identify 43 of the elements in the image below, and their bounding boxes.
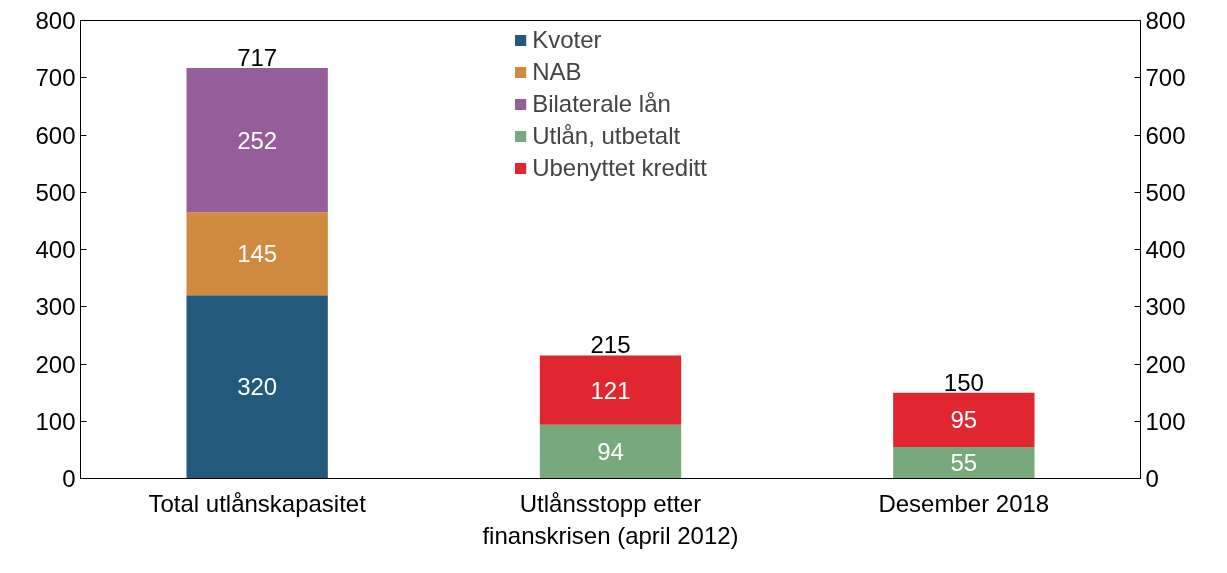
y2-tick-label: 100	[1145, 407, 1186, 435]
legend-label: NAB	[532, 58, 582, 86]
bar	[893, 392, 1035, 448]
data-label: 252	[237, 126, 278, 154]
y-tick-label: 800	[35, 7, 76, 34]
total-label: 717	[237, 44, 278, 72]
bar	[186, 212, 328, 296]
data-label: 145	[237, 240, 278, 268]
bar	[539, 355, 682, 425]
legend-label: Bilaterale lån	[532, 90, 671, 118]
y-tick-label: 100	[35, 407, 76, 435]
y2-tick-label: 300	[1145, 293, 1186, 321]
data-label: 320	[237, 373, 278, 401]
bar	[186, 295, 328, 479]
legend-label: Utlån, utbetalt	[532, 122, 681, 150]
y-tick-label: 600	[35, 121, 76, 149]
y2-tick-label: 700	[1145, 64, 1186, 92]
y-tick-label: 300	[35, 293, 76, 321]
x-tick-label: Utlånsstopp etter finanskrisen (april 2012)	[482, 489, 739, 549]
y-tick-label: 200	[35, 350, 76, 378]
data-label: 121	[590, 376, 631, 404]
x-tick-label: Total utlånskapasitet	[148, 489, 367, 517]
y2-tick-label: 400	[1145, 236, 1186, 263]
data-label: 55	[950, 449, 978, 477]
total-label: 150	[943, 368, 984, 396]
total-label: 215	[590, 331, 631, 359]
y2-tick-label: 0	[1145, 465, 1159, 492]
data-label: 94	[597, 438, 624, 466]
y2-tick-label: 200	[1145, 350, 1186, 378]
y-tick-label: 400	[35, 236, 76, 263]
bar	[893, 447, 1035, 479]
bar	[539, 424, 682, 479]
bar	[186, 68, 328, 213]
y-tick-label: 500	[35, 178, 76, 206]
x-tick-label: Desember 2018	[878, 489, 1050, 517]
y-tick-label: 700	[35, 64, 76, 92]
y2-tick-label: 800	[1145, 7, 1186, 34]
y-tick-label: 0	[62, 465, 76, 492]
y2-tick-label: 600	[1145, 121, 1186, 149]
legend-label: Kvoter	[532, 26, 602, 54]
legend-label: Ubenyttet kreditt	[532, 154, 707, 182]
y2-tick-label: 500	[1145, 178, 1186, 206]
data-label: 95	[950, 406, 978, 434]
